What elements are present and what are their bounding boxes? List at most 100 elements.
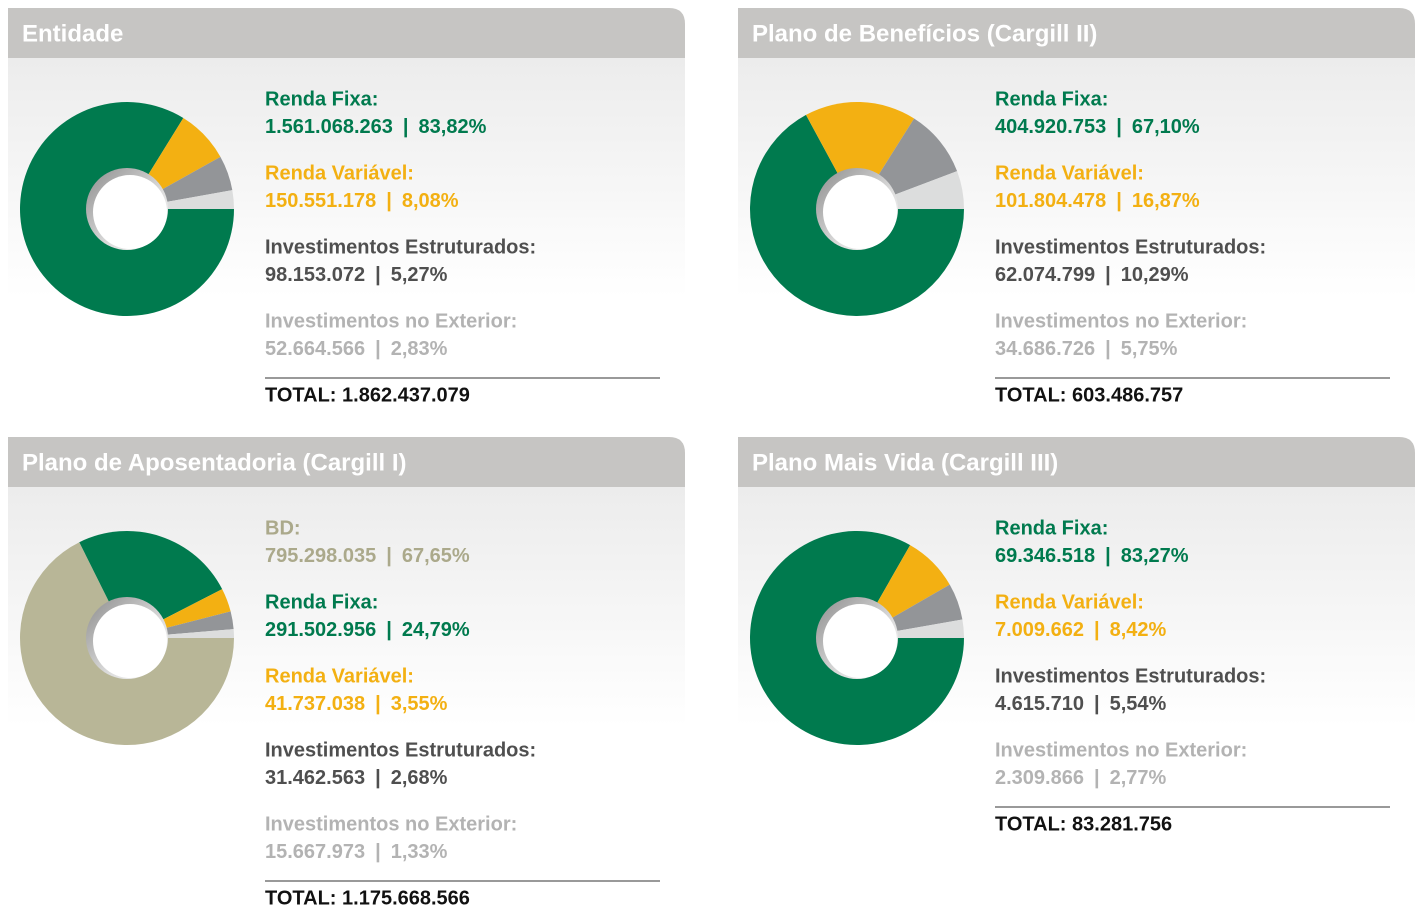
amount: 52.664.566 bbox=[265, 338, 365, 360]
amount: 291.502.956 bbox=[265, 619, 376, 641]
separator: | bbox=[365, 767, 391, 789]
total: TOTAL: 1.175.668.566 bbox=[265, 887, 470, 909]
legend-value: 404.920.753 | 67,10% bbox=[995, 116, 1200, 138]
legend-value: 7.009.662 | 8,42% bbox=[995, 619, 1167, 641]
donut-hole bbox=[823, 175, 897, 249]
percent: 1,33% bbox=[391, 841, 448, 863]
legend-label: BD: bbox=[265, 517, 301, 539]
legend-label: Investimentos no Exterior: bbox=[265, 813, 517, 835]
legend-value: 62.074.799 | 10,29% bbox=[995, 264, 1189, 286]
amount: 69.346.518 bbox=[995, 545, 1095, 567]
legend-value: 41.737.038 | 3,55% bbox=[265, 693, 448, 715]
separator: | bbox=[1095, 545, 1121, 567]
panel-header bbox=[738, 8, 1415, 58]
separator: | bbox=[376, 545, 402, 567]
total: TOTAL: 83.281.756 bbox=[995, 813, 1172, 835]
legend-label: Investimentos no Exterior: bbox=[265, 310, 517, 332]
amount: 4.615.710 bbox=[995, 693, 1084, 715]
amount: 150.551.178 bbox=[265, 190, 376, 212]
panel-title: Plano de Benefícios (Cargill II) bbox=[752, 20, 1097, 47]
donut-hole bbox=[823, 604, 897, 678]
legend-label: Investimentos Estruturados: bbox=[995, 665, 1266, 687]
separator: | bbox=[365, 841, 391, 863]
percent: 16,87% bbox=[1132, 190, 1200, 212]
percent: 67,65% bbox=[402, 545, 470, 567]
amount: 7.009.662 bbox=[995, 619, 1084, 641]
amount: 34.686.726 bbox=[995, 338, 1095, 360]
legend-value: 52.664.566 | 2,83% bbox=[265, 338, 448, 360]
legend-label: Investimentos Estruturados: bbox=[265, 739, 536, 761]
percent: 83,27% bbox=[1121, 545, 1189, 567]
percent: 5,75% bbox=[1121, 338, 1178, 360]
percent: 2,68% bbox=[391, 767, 448, 789]
separator: | bbox=[376, 619, 402, 641]
legend-label: Renda Fixa: bbox=[995, 517, 1108, 539]
percent: 83,82% bbox=[419, 116, 487, 138]
panel-title: Plano Mais Vida (Cargill III) bbox=[752, 449, 1058, 476]
legend-value: 1.561.068.263 | 83,82% bbox=[265, 116, 487, 138]
separator: | bbox=[365, 264, 391, 286]
separator: | bbox=[393, 116, 419, 138]
panel-header bbox=[738, 437, 1415, 487]
legend-label: Investimentos Estruturados: bbox=[995, 236, 1266, 258]
legend-value: 98.153.072 | 5,27% bbox=[265, 264, 448, 286]
chart-panel: Plano Mais Vida (Cargill III) Renda Fixa:… bbox=[738, 437, 1415, 835]
amount: 15.667.973 bbox=[265, 841, 365, 863]
percent: 67,10% bbox=[1132, 116, 1200, 138]
legend-label: Renda Variável: bbox=[995, 591, 1144, 613]
amount: 795.298.035 bbox=[265, 545, 376, 567]
percent: 2,83% bbox=[391, 338, 448, 360]
legend-value: 101.804.478 | 16,87% bbox=[995, 190, 1200, 212]
legend-value: 34.686.726 | 5,75% bbox=[995, 338, 1178, 360]
percent: 5,27% bbox=[391, 264, 448, 286]
legend-label: Renda Variável: bbox=[265, 162, 414, 184]
legend-label: Investimentos Estruturados: bbox=[265, 236, 536, 258]
panel-header bbox=[8, 8, 685, 58]
legend-value: 15.667.973 | 1,33% bbox=[265, 841, 448, 863]
separator: | bbox=[1084, 619, 1110, 641]
amount: 62.074.799 bbox=[995, 264, 1095, 286]
legend-label: Renda Fixa: bbox=[265, 591, 378, 613]
donut-hole bbox=[93, 604, 167, 678]
chart-panel: Plano de Aposentadoria (Cargill I) BD: 795… bbox=[8, 437, 685, 909]
percent: 3,55% bbox=[391, 693, 448, 715]
amount: 404.920.753 bbox=[995, 116, 1106, 138]
legend-value: 2.309.866 | 2,77% bbox=[995, 767, 1167, 789]
amount: 101.804.478 bbox=[995, 190, 1106, 212]
legend-value: 4.615.710 | 5,54% bbox=[995, 693, 1167, 715]
amount: 41.737.038 bbox=[265, 693, 365, 715]
donut-hole bbox=[93, 175, 167, 249]
legend-value: 150.551.178 | 8,08% bbox=[265, 190, 459, 212]
separator: | bbox=[1106, 190, 1132, 212]
legend-label: Investimentos no Exterior: bbox=[995, 310, 1247, 332]
percent: 10,29% bbox=[1121, 264, 1189, 286]
chart-panel: Plano de Benefícios (Cargill II) Renda Fi… bbox=[738, 8, 1415, 406]
legend-value: 795.298.035 | 67,65% bbox=[265, 545, 470, 567]
separator: | bbox=[1106, 116, 1132, 138]
panel-title: Plano de Aposentadoria (Cargill I) bbox=[22, 449, 407, 476]
total: TOTAL: 603.486.757 bbox=[995, 384, 1183, 406]
amount: 98.153.072 bbox=[265, 264, 365, 286]
separator: | bbox=[365, 693, 391, 715]
separator: | bbox=[1084, 693, 1110, 715]
panel-title: Entidade bbox=[22, 20, 123, 47]
chart-panel: Entidade Renda Fixa: 1.561.068.263 | 83,82… bbox=[8, 8, 685, 406]
amount: 31.462.563 bbox=[265, 767, 365, 789]
legend-value: 31.462.563 | 2,68% bbox=[265, 767, 448, 789]
amount: 2.309.866 bbox=[995, 767, 1084, 789]
legend-value: 291.502.956 | 24,79% bbox=[265, 619, 470, 641]
separator: | bbox=[1095, 338, 1121, 360]
separator: | bbox=[365, 338, 391, 360]
total: TOTAL: 1.862.437.079 bbox=[265, 384, 470, 406]
separator: | bbox=[376, 190, 402, 212]
separator: | bbox=[1095, 264, 1121, 286]
legend-label: Renda Variável: bbox=[995, 162, 1144, 184]
legend-label: Renda Fixa: bbox=[265, 88, 378, 110]
panel-header bbox=[8, 437, 685, 487]
pie-slice bbox=[806, 102, 915, 209]
legend-label: Renda Variável: bbox=[265, 665, 414, 687]
percent: 8,42% bbox=[1110, 619, 1167, 641]
percent: 8,08% bbox=[402, 190, 459, 212]
percent: 24,79% bbox=[402, 619, 470, 641]
